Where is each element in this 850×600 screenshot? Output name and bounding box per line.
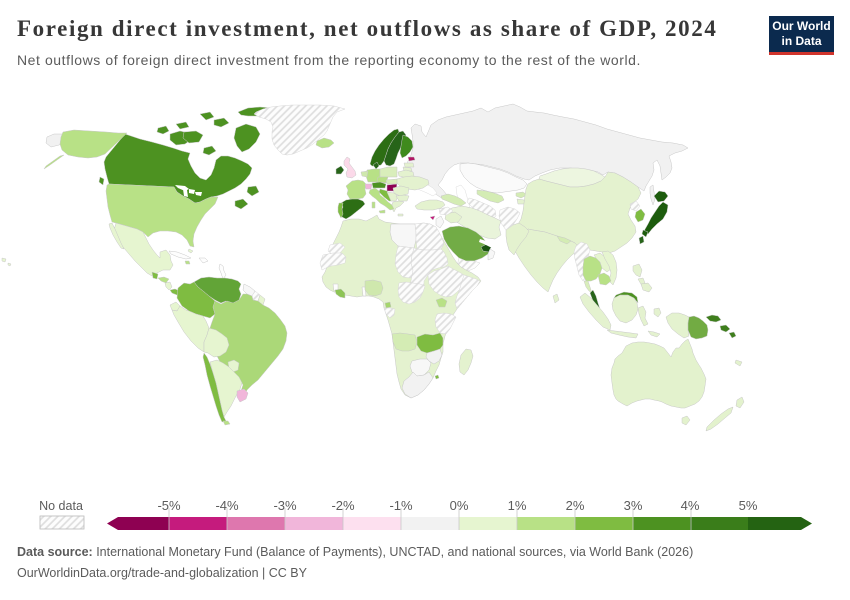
svg-text:2%: 2% bbox=[566, 498, 585, 513]
svg-text:3%: 3% bbox=[624, 498, 643, 513]
svg-text:-2%: -2% bbox=[331, 498, 355, 513]
svg-text:-3%: -3% bbox=[273, 498, 297, 513]
svg-text:5%: 5% bbox=[739, 498, 758, 513]
svg-text:No data: No data bbox=[39, 499, 83, 513]
svg-text:-5%: -5% bbox=[157, 498, 181, 513]
svg-text:1%: 1% bbox=[508, 498, 527, 513]
svg-text:4%: 4% bbox=[681, 498, 700, 513]
svg-text:0%: 0% bbox=[450, 498, 469, 513]
svg-text:-4%: -4% bbox=[215, 498, 239, 513]
svg-text:-1%: -1% bbox=[389, 498, 413, 513]
